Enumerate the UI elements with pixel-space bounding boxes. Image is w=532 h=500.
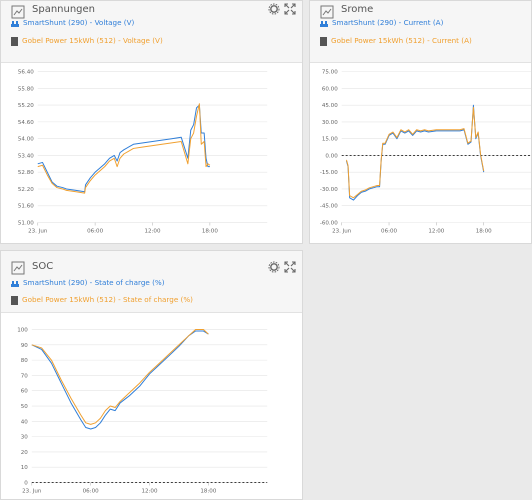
y-tick-label: 75.00: [322, 70, 338, 76]
y-tick-label: 51.60: [18, 204, 34, 210]
x-tick-label: 12:00: [142, 488, 158, 494]
chart-icon: [320, 5, 334, 19]
shunt-icon: [11, 20, 19, 27]
legend-label: Gobel Power 15kWh (512) - Voltage (V): [22, 36, 163, 45]
expand-icon[interactable]: [284, 261, 296, 273]
y-tick-label: 54.60: [18, 120, 34, 126]
soc-panel: SOC SmartShunt (290) - State of charge (…: [0, 250, 303, 500]
y-tick-label: 60.00: [322, 86, 338, 92]
x-tick-label: 23. Jun: [332, 228, 352, 234]
y-tick-label: 53.40: [18, 153, 34, 159]
y-tick-label: 55.80: [18, 86, 34, 92]
series-line-shunt: [37, 104, 210, 193]
voltage-chart: 51.00 51.60 52.20 52.80 53.40 54.00 54.60 55.20…: [18, 70, 268, 234]
battery-icon: [11, 295, 18, 305]
series-line-shunt: [345, 104, 485, 201]
soc-chart: 0 10 20 30 40 50 60 70 80 90 100 23. Jun 06:00 12:00 1…: [17, 328, 268, 494]
y-tick-label: 40: [21, 419, 29, 425]
series-line-battery: [31, 329, 209, 425]
current-panel: Srome SmartShunt (290) - Current (A) Gob…: [309, 0, 532, 244]
voltage-panel: Spannungen SmartShunt (290) - Voltage (V…: [0, 0, 303, 244]
series-line-shunt: [31, 330, 209, 430]
legend-label: SmartShunt (290) - State of charge (%): [23, 278, 165, 287]
x-tick-label: 06:00: [381, 228, 397, 234]
expand-icon[interactable]: [284, 3, 296, 15]
y-tick-label: -30.00: [320, 187, 338, 193]
y-tick-label: 10: [21, 465, 29, 471]
y-tick-label: 80: [21, 358, 29, 364]
legend-label: SmartShunt (290) - Current (A): [332, 18, 444, 27]
y-tick-label: -45.00: [320, 204, 338, 210]
y-tick-label: 70: [21, 373, 29, 379]
y-tick-label: 15.00: [322, 137, 338, 143]
x-tick-label: 06:00: [87, 228, 103, 234]
y-tick-label: 54.00: [18, 137, 34, 143]
series-line-battery: [345, 106, 485, 199]
y-tick-label: 50: [21, 404, 29, 410]
chart-icon: [11, 5, 25, 19]
y-tick-label: 55.20: [18, 103, 34, 109]
x-tick-label: 18:00: [202, 228, 218, 234]
y-tick-label: 30.00: [322, 120, 338, 126]
chart-icon: [11, 261, 25, 275]
y-tick-label: 60: [21, 389, 29, 395]
panel-header: Spannungen SmartShunt (290) - Voltage (V…: [1, 1, 302, 63]
y-tick-label: -15.00: [320, 170, 338, 176]
x-tick-label: 06:00: [83, 488, 99, 494]
legend-label: SmartShunt (290) - Voltage (V): [23, 18, 135, 27]
panel-title: SOC: [32, 261, 54, 272]
x-tick-label: 18:00: [476, 228, 492, 234]
legend-item-shunt[interactable]: SmartShunt (290) - Voltage (V): [11, 18, 134, 27]
shunt-icon: [320, 20, 328, 27]
y-tick-label: 90: [21, 343, 29, 349]
y-tick-label: 45.00: [322, 103, 338, 109]
battery-icon: [11, 36, 18, 46]
panel-title: Spannungen: [32, 4, 96, 15]
y-tick-label: 100: [17, 328, 28, 334]
x-tick-label: 12:00: [144, 228, 160, 234]
x-tick-label: 23. Jun: [28, 228, 48, 234]
y-tick-label: -60.00: [320, 220, 338, 226]
gear-icon[interactable]: [268, 261, 280, 273]
current-chart: -60.00 -45.00 -30.00 -15.00 0.00 15.00 30.00 45…: [320, 70, 531, 234]
legend-item-shunt[interactable]: SmartShunt (290) - Current (A): [320, 18, 443, 27]
battery-icon: [320, 36, 327, 46]
panel-header: Srome SmartShunt (290) - Current (A) Gob…: [310, 1, 531, 63]
x-tick-label: 23. Jun: [22, 488, 42, 494]
y-tick-label: 51.00: [18, 221, 34, 227]
legend-item-battery[interactable]: Gobel Power 15kWh (512) - Current (A): [320, 36, 472, 46]
y-tick-label: 52.20: [18, 187, 34, 193]
y-tick-label: 20: [21, 450, 29, 456]
x-tick-label: 18:00: [200, 488, 216, 494]
gear-icon[interactable]: [268, 3, 280, 15]
x-tick-label: 12:00: [428, 228, 444, 234]
legend-item-battery[interactable]: Gobel Power 15kWh (512) - Voltage (V): [11, 36, 163, 46]
y-tick-label: 56.40: [18, 70, 34, 76]
y-tick-label: 0: [24, 481, 28, 487]
series-line-battery: [37, 103, 211, 194]
shunt-icon: [11, 280, 19, 287]
y-tick-label: 30: [21, 435, 29, 441]
panel-header: SOC SmartShunt (290) - State of charge (…: [1, 251, 302, 313]
y-tick-label: 0.00: [325, 153, 338, 159]
panel-title: Srome: [341, 4, 374, 15]
y-tick-label: 52.80: [18, 170, 34, 176]
legend-item-shunt[interactable]: SmartShunt (290) - State of charge (%): [11, 278, 165, 287]
legend-label: Gobel Power 15kWh (512) - State of charg…: [22, 295, 193, 304]
legend-item-battery[interactable]: Gobel Power 15kWh (512) - State of charg…: [11, 295, 193, 305]
legend-label: Gobel Power 15kWh (512) - Current (A): [331, 36, 472, 45]
